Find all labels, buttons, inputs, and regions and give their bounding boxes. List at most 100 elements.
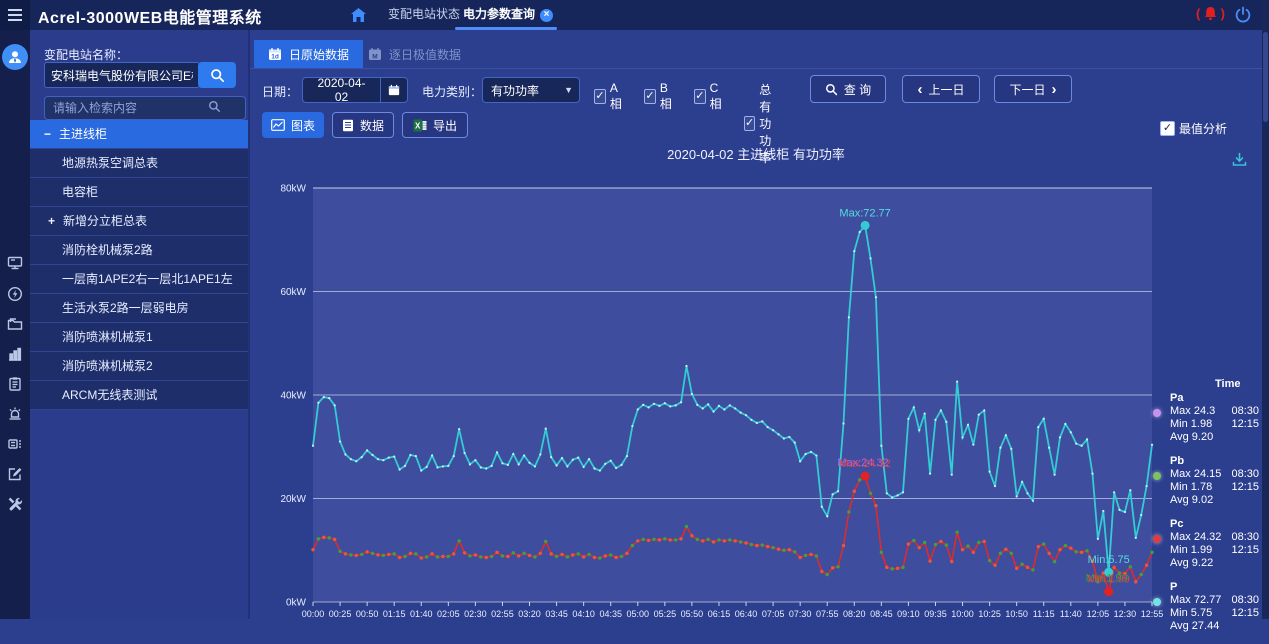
svg-text:05:50: 05:50 (681, 609, 704, 619)
energy-icon[interactable] (0, 279, 30, 309)
svg-text:06:15: 06:15 (708, 609, 731, 619)
tree-item[interactable]: 地源热泵空调总表 (30, 149, 248, 178)
svg-text:02:55: 02:55 (491, 609, 514, 619)
power-icon[interactable] (1234, 6, 1252, 27)
tree-item[interactable]: 消防喷淋机械泵1 (30, 323, 248, 352)
next-day-button[interactable]: 下一日 › (994, 75, 1072, 103)
checkbox-check-icon: ✓ (644, 89, 656, 104)
query-button[interactable]: 查 询 (810, 75, 886, 103)
svg-text:04:10: 04:10 (572, 609, 595, 619)
phase-checkbox-C相[interactable]: ✓ C相 (694, 81, 725, 112)
svg-text:03:45: 03:45 (545, 609, 568, 619)
alarm-siren-icon[interactable] (0, 399, 30, 429)
legend-entry-Pb[interactable]: Pb Max 24.15 08:30 Min 1.78 12:15 Avg 9.02 (1153, 455, 1259, 507)
bar-chart-icon[interactable] (0, 339, 30, 369)
phase-checkbox-A相[interactable]: ✓ A相 (594, 81, 625, 112)
left-icon-strip (0, 30, 30, 619)
export-button[interactable]: X 导出 (402, 112, 468, 138)
legend-stat-row: Max 72.77 08:30 (1170, 594, 1259, 606)
checkbox-label: C相 (709, 81, 722, 111)
app-title: Acrel-3000WEB电能管理系统 (38, 10, 262, 27)
svg-text:09:35: 09:35 (924, 609, 947, 619)
report-icon[interactable] (0, 369, 30, 399)
tab-daily-raw-data[interactable]: 1d 日原始数据 (254, 40, 364, 68)
tree-item[interactable]: 一层南1APE2右一层北1APE1左 (30, 265, 248, 294)
close-tab-icon[interactable]: × (540, 9, 554, 22)
tree-item[interactable]: 消防栓机械泵2路 (30, 236, 248, 265)
tree-item[interactable]: ARCM无线表测试 (30, 381, 248, 410)
tree-item[interactable]: 消防喷淋机械泵2 (30, 352, 248, 381)
svg-text:Min:1.99: Min:1.99 (1088, 574, 1130, 586)
phase-checkbox-B相[interactable]: ✓ B相 (644, 81, 675, 112)
legend-entry-Pa[interactable]: Pa Max 24.3 08:30 Min 1.98 12:15 Avg 9.20 (1153, 392, 1259, 444)
legend-entry-Pc[interactable]: Pc Max 24.32 08:30 Min 1.99 12:15 Avg 9.22 (1153, 518, 1259, 570)
svg-text:0kW: 0kW (286, 598, 307, 609)
calendar-extreme-icon: M (369, 48, 381, 60)
tree-item-label: ARCM无线表测试 (62, 388, 158, 402)
power-line-chart[interactable]: 0kW 20kW 40kW 60kW 80kW 00:00 00:25 00:50 01:15 0… (250, 140, 1262, 620)
prev-day-button[interactable]: ‹ 上一日 (902, 75, 980, 103)
legend-stat-row: Avg 27.44 (1170, 620, 1220, 632)
download-icon[interactable] (1232, 152, 1247, 170)
scrollbar-track[interactable] (1262, 0, 1269, 619)
tree-item[interactable]: − 主进线柜 (30, 120, 248, 149)
tree-item-label: 地源热泵空调总表 (62, 156, 159, 170)
date-input[interactable]: 2020-04-02 (302, 76, 408, 104)
expand-icon[interactable]: + (48, 214, 56, 228)
menu-icon[interactable] (0, 0, 30, 30)
svg-text:00:25: 00:25 (329, 609, 352, 619)
extreme-analysis-checkbox[interactable]: ✓ 最值分析 (1160, 120, 1227, 137)
files-icon[interactable] (0, 309, 30, 339)
collapse-icon[interactable]: − (44, 127, 52, 141)
chevron-down-icon: ▼ (564, 85, 573, 95)
svg-text:01:40: 01:40 (410, 609, 433, 619)
legend-series-name: Pc (1170, 518, 1184, 530)
checkbox-check-icon: ✓ (694, 89, 706, 104)
legend-time-header: Time (1215, 378, 1241, 390)
tab-daily-extreme-data[interactable]: M 逐日极值数据 (354, 40, 475, 68)
tree-item-label: 新增分立柜总表 (63, 214, 148, 228)
checkbox-check-icon: ✓ (594, 89, 606, 104)
device-icon[interactable] (0, 429, 30, 459)
svg-text:Min:5.75: Min:5.75 (1088, 554, 1130, 566)
legend-entry-P[interactable]: P Max 72.77 08:30 Min 5.75 12:15 Avg 27.44 (1153, 581, 1259, 633)
tree-item[interactable]: + 新增分立柜总表 (30, 207, 248, 236)
station-input[interactable] (44, 62, 200, 88)
home-icon[interactable] (350, 7, 367, 26)
scrollbar-thumb[interactable] (1263, 32, 1268, 122)
tree-filter-input[interactable] (44, 96, 246, 120)
chevron-left-icon: ‹ (917, 80, 923, 98)
toptab-station-status[interactable]: 变配电站状态 (388, 7, 461, 21)
tree-item-label: 消防喷淋机械泵1 (62, 330, 153, 344)
legend-stat-row: Max 24.15 08:30 (1170, 468, 1259, 480)
checkbox-label: 总有功功率 (759, 83, 772, 165)
device-tree: − 主进线柜地源热泵空调总表电容柜 + 新增分立柜总表消防栓机械泵2路 一层南1APE2… (30, 120, 248, 410)
checkbox-label: A相 (609, 81, 622, 111)
tools-icon[interactable] (0, 489, 30, 519)
legend-stat-row: Max 24.3 08:30 (1170, 405, 1259, 417)
svg-text:06:40: 06:40 (735, 609, 758, 619)
calendar-icon[interactable] (380, 78, 407, 102)
toptab-power-query[interactable]: 电力参数查询 × (463, 0, 554, 28)
search-icon (208, 100, 221, 116)
legend-stat-row: Min 1.98 12:15 (1170, 418, 1259, 430)
chart-view-button[interactable]: 图表 (262, 112, 324, 138)
legend-dot (1153, 472, 1161, 480)
legend-dot (1153, 598, 1161, 606)
svg-text:03:20: 03:20 (518, 609, 541, 619)
legend-series-name: P (1170, 581, 1178, 593)
excel-icon: X (413, 119, 427, 131)
tree-item[interactable]: 电容柜 (30, 178, 248, 207)
edit-icon[interactable] (0, 459, 30, 489)
monitor-icon[interactable] (0, 248, 30, 278)
data-view-button[interactable]: 数据 (332, 112, 394, 138)
category-select[interactable]: 有功功率 ▼ (482, 77, 580, 103)
avatar[interactable] (2, 44, 28, 70)
phase-checkbox-总有功功率[interactable]: ✓ 总有功功率 (744, 81, 775, 166)
station-search-button[interactable] (198, 62, 236, 88)
tree-item[interactable]: 生活水泵2路一层弱电房 (30, 294, 248, 323)
svg-text:09:10: 09:10 (897, 609, 920, 619)
legend-stat-row: Max 24.32 08:30 (1170, 531, 1259, 543)
alarm-bell-icon[interactable]: ( ) (1196, 6, 1225, 21)
tabstrip-divider (250, 68, 1262, 69)
